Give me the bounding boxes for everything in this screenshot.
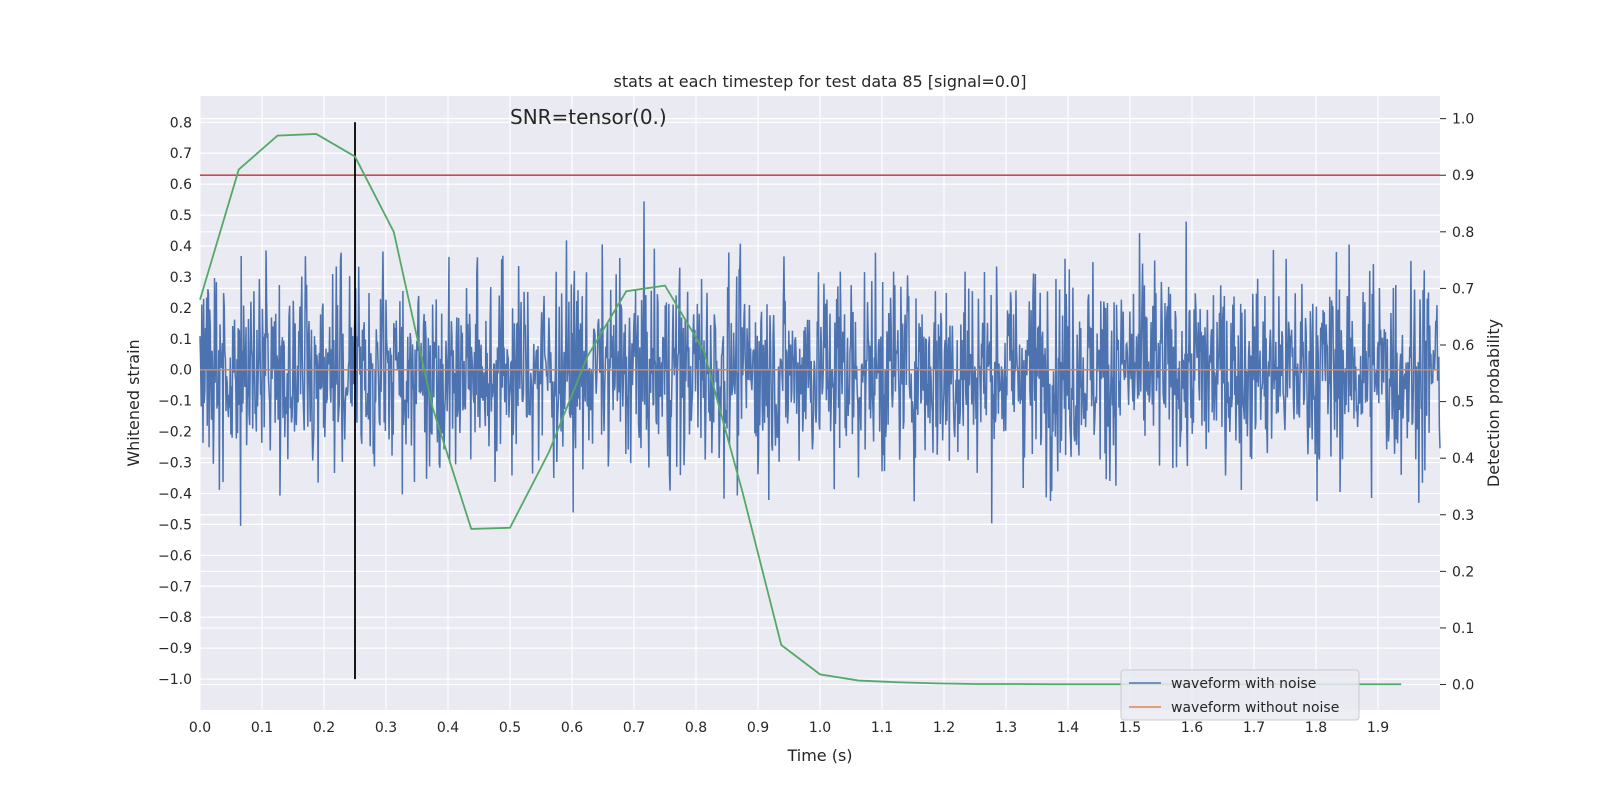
- x-tick-label: 0.6: [561, 720, 583, 736]
- y-tick-label: 0.4: [170, 239, 192, 255]
- x-tick-label: 1.4: [1057, 720, 1079, 736]
- x-axis-label: Time (s): [786, 746, 852, 765]
- x-tick-label: 0.8: [685, 720, 707, 736]
- legend-label-clean: waveform without noise: [1171, 700, 1339, 716]
- y-tick-label: −0.7: [158, 579, 192, 595]
- y2-tick-label: 0.4: [1452, 451, 1474, 467]
- legend-label-noise: waveform with noise: [1171, 676, 1316, 692]
- x-tick-label: 1.8: [1305, 720, 1327, 736]
- x-tick-label: 0.9: [747, 720, 769, 736]
- y-tick-label: 0.2: [170, 301, 192, 317]
- y2-tick-label: 0.9: [1452, 168, 1474, 184]
- x-tick-label: 0.0: [189, 720, 211, 736]
- y2-tick-label: 0.8: [1452, 225, 1474, 241]
- y-tick-label: 0.6: [170, 177, 192, 193]
- x-tick-label: 1.0: [809, 720, 831, 736]
- x-tick-label: 0.3: [375, 720, 397, 736]
- y-tick-label: −0.6: [158, 548, 192, 564]
- y-tick-label: 0.3: [170, 270, 192, 286]
- x-tick-label: 1.5: [1119, 720, 1141, 736]
- x-tick-label: 0.5: [499, 720, 521, 736]
- y2-tick-label: 0.1: [1452, 621, 1474, 637]
- x-tick-label: 0.7: [623, 720, 645, 736]
- y-tick-label: −0.3: [158, 456, 192, 472]
- y-tick-label: 0.5: [170, 208, 192, 224]
- x-tick-label: 1.2: [933, 720, 955, 736]
- y-tick-label: −0.5: [158, 517, 192, 533]
- y2-tick-label: 0.5: [1452, 395, 1474, 411]
- y-tick-label: −1.0: [158, 672, 192, 688]
- y-axis-label: Whitened strain: [124, 339, 143, 466]
- x-tick-label: 1.3: [995, 720, 1017, 736]
- y2-tick-label: 0.2: [1452, 564, 1474, 580]
- y-tick-label: −0.9: [158, 641, 192, 657]
- ticks: 0.0 0.1 0.2 0.3 0.4 0.5 0.6 0.7 0.8 0.9 1.0 1.1 1.2 1…: [158, 112, 1474, 736]
- x-tick-label: 0.2: [313, 720, 335, 736]
- y2-tick-label: 0.0: [1452, 678, 1474, 694]
- x-tick-label: 0.1: [251, 720, 273, 736]
- x-tick-label: 1.7: [1243, 720, 1265, 736]
- y2-axis-label: Detection probability: [1484, 319, 1503, 487]
- y2-tick-label: 0.7: [1452, 281, 1474, 297]
- legend: waveform with noise waveform without noi…: [1120, 669, 1360, 721]
- y-tick-label: 0.0: [170, 363, 192, 379]
- chart-title: stats at each timestep for test data 85 …: [614, 72, 1027, 91]
- y2-tick-label: 1.0: [1452, 112, 1474, 128]
- x-tick-label: 0.4: [437, 720, 459, 736]
- series-layer: [199, 122, 1441, 686]
- legend-box: [1120, 669, 1360, 721]
- series-waveform-with-noise: [199, 201, 1441, 526]
- x-tick-label: 1.9: [1367, 720, 1389, 736]
- y-tick-label: −0.2: [158, 425, 192, 441]
- y-tick-label: −0.1: [158, 394, 192, 410]
- x-tick-label: 1.6: [1181, 720, 1203, 736]
- y-tick-label: −0.8: [158, 610, 192, 626]
- y-tick-label: −0.4: [158, 486, 192, 502]
- y-tick-label: 0.1: [170, 332, 192, 348]
- y-tick-label: 0.7: [170, 146, 192, 162]
- y2-tick-label: 0.6: [1452, 338, 1474, 354]
- x-tick-label: 1.1: [871, 720, 893, 736]
- y-tick-label: 0.8: [170, 115, 192, 131]
- snr-annotation: SNR=tensor(0.): [510, 105, 667, 129]
- y2-tick-label: 0.3: [1452, 508, 1474, 524]
